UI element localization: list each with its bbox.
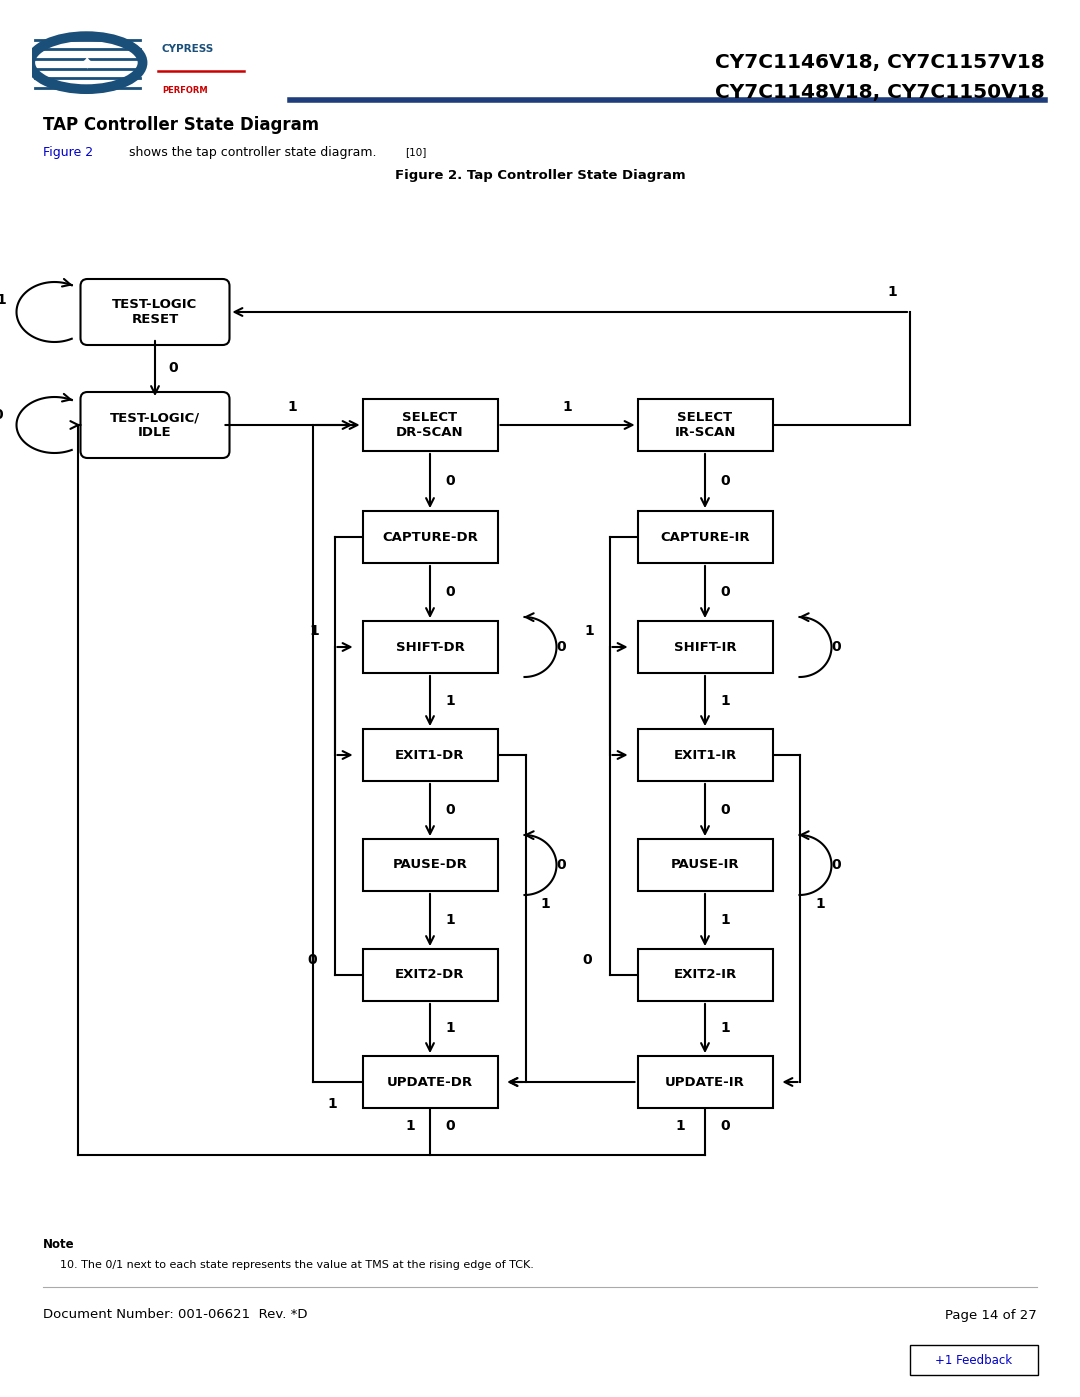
Bar [637, 622, 772, 673]
Text: 0: 0 [556, 858, 566, 872]
Text: 1: 1 [0, 293, 6, 307]
Text: 1: 1 [720, 694, 730, 708]
Bar [637, 949, 772, 1002]
Bar [363, 400, 498, 451]
Bar [363, 511, 498, 563]
Text: CY7C1148V18, CY7C1150V18: CY7C1148V18, CY7C1150V18 [715, 82, 1045, 102]
Text: SHIFT-IR: SHIFT-IR [674, 640, 737, 654]
Text: 0: 0 [0, 408, 3, 422]
Text: 0: 0 [720, 803, 730, 817]
Text: 0: 0 [720, 474, 730, 488]
Text: CAPTURE-DR: CAPTURE-DR [382, 531, 478, 543]
Text: TAP Controller State Diagram: TAP Controller State Diagram [43, 116, 319, 134]
Text: 1: 1 [720, 1021, 730, 1035]
Text: SELECT
IR-SCAN: SELECT IR-SCAN [674, 411, 735, 439]
Text: 0: 0 [445, 585, 455, 599]
Text: CAPTURE-IR: CAPTURE-IR [660, 531, 750, 543]
Text: ✦: ✦ [78, 53, 95, 73]
Text: Document Number: 001-06621  Rev. *D: Document Number: 001-06621 Rev. *D [43, 1309, 308, 1322]
Text: 1: 1 [287, 400, 297, 414]
Bar [363, 622, 498, 673]
Text: Figure 2. Tap Controller State Diagram: Figure 2. Tap Controller State Diagram [394, 169, 686, 182]
Text: PAUSE-IR: PAUSE-IR [671, 859, 740, 872]
Bar [637, 400, 772, 451]
Text: 0: 0 [720, 1119, 730, 1133]
Text: shows the tap controller state diagram.: shows the tap controller state diagram. [125, 145, 380, 158]
Text: 1: 1 [815, 897, 825, 911]
Text: 0: 0 [720, 585, 730, 599]
Text: 0: 0 [445, 474, 455, 488]
FancyBboxPatch shape [81, 279, 229, 345]
Text: EXIT2-IR: EXIT2-IR [673, 968, 737, 982]
Text: TEST-LOGIC
RESET: TEST-LOGIC RESET [112, 298, 198, 326]
Text: [10]: [10] [405, 147, 427, 156]
Text: 0: 0 [445, 803, 455, 817]
Text: 1: 1 [541, 897, 551, 911]
Text: CY7C1146V18, CY7C1157V18: CY7C1146V18, CY7C1157V18 [715, 53, 1045, 71]
Text: 0: 0 [583, 953, 592, 967]
Bar [363, 949, 498, 1002]
Bar [637, 511, 772, 563]
Text: 0: 0 [168, 362, 178, 376]
Text: 10. The 0/1 next to each state represents the value at TMS at the rising edge of: 10. The 0/1 next to each state represent… [60, 1260, 534, 1270]
Bar [363, 840, 498, 891]
Text: 0: 0 [445, 1119, 455, 1133]
Bar [910, 1345, 1038, 1375]
Text: PERFORM: PERFORM [162, 85, 207, 95]
Bar [363, 729, 498, 781]
Text: 0: 0 [832, 640, 841, 654]
Text: 0: 0 [308, 953, 318, 967]
Text: 1: 1 [327, 1097, 337, 1111]
Bar [637, 840, 772, 891]
Text: SELECT
DR-SCAN: SELECT DR-SCAN [396, 411, 463, 439]
Text: CYPRESS: CYPRESS [162, 45, 214, 54]
Bar [637, 1056, 772, 1108]
Text: Figure 2: Figure 2 [43, 145, 93, 158]
Text: 1: 1 [445, 1021, 455, 1035]
Text: EXIT1-DR: EXIT1-DR [395, 749, 464, 761]
Bar [637, 729, 772, 781]
Text: 1: 1 [887, 285, 896, 299]
Text: +1 Feedback: +1 Feedback [935, 1354, 1013, 1366]
Text: PAUSE-DR: PAUSE-DR [392, 859, 468, 872]
Text: 1: 1 [310, 624, 320, 638]
Text: 1: 1 [563, 400, 572, 414]
Text: EXIT2-DR: EXIT2-DR [395, 968, 464, 982]
Text: UPDATE-IR: UPDATE-IR [665, 1076, 745, 1088]
Text: TEST-LOGIC/
IDLE: TEST-LOGIC/ IDLE [110, 411, 200, 439]
Text: 1: 1 [720, 914, 730, 928]
Text: 0: 0 [556, 640, 566, 654]
Text: Page 14 of 27: Page 14 of 27 [945, 1309, 1037, 1322]
Text: 0: 0 [832, 858, 841, 872]
Text: Note: Note [43, 1239, 75, 1252]
Bar [363, 1056, 498, 1108]
Text: 1: 1 [405, 1119, 415, 1133]
Text: 1: 1 [445, 694, 455, 708]
Text: EXIT1-IR: EXIT1-IR [673, 749, 737, 761]
Text: 1: 1 [584, 624, 594, 638]
Text: 1: 1 [675, 1119, 685, 1133]
FancyBboxPatch shape [81, 393, 229, 458]
Text: 1: 1 [445, 914, 455, 928]
Text: UPDATE-DR: UPDATE-DR [387, 1076, 473, 1088]
Text: SHIFT-DR: SHIFT-DR [395, 640, 464, 654]
